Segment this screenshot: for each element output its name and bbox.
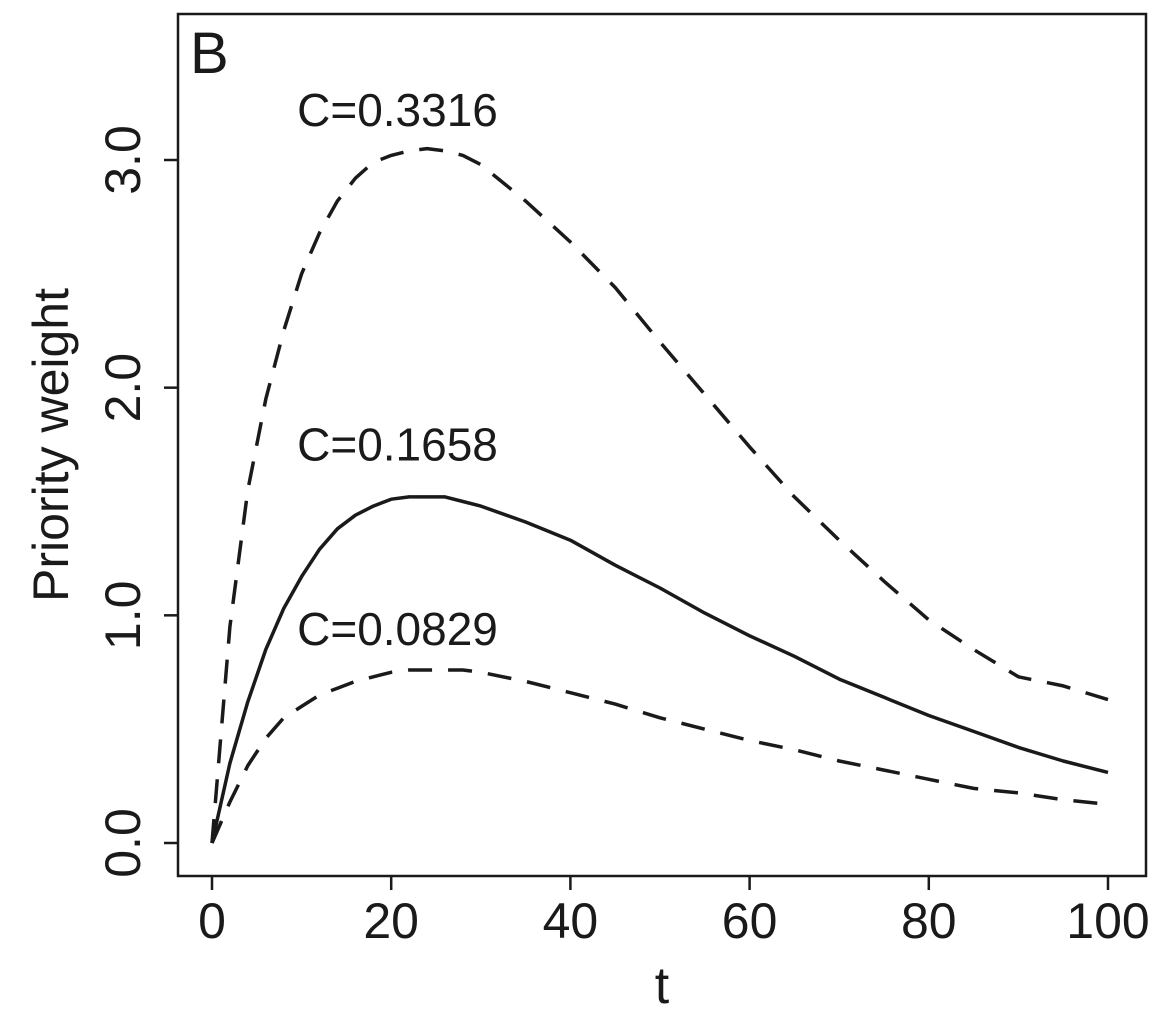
y-tick-label: 3.0 <box>95 125 151 195</box>
series-line-2 <box>210 495 1109 844</box>
plot-frame <box>176 12 1148 878</box>
panel-label: B <box>190 21 229 86</box>
series-line-3 <box>210 668 1109 844</box>
curve-annotation: C=0.3316 <box>297 84 498 136</box>
y-tick-label: 2.0 <box>95 353 151 423</box>
x-tick-label: 80 <box>901 893 957 949</box>
x-tick-label: 100 <box>1066 893 1149 949</box>
y-tick-label: 0.0 <box>95 808 151 878</box>
curve-annotation: C=0.1658 <box>297 419 498 471</box>
curve-annotation: C=0.0829 <box>297 603 498 655</box>
x-axis-title: t <box>655 957 670 1010</box>
x-tick-label: 40 <box>543 893 599 949</box>
series-layer <box>210 146 1109 844</box>
x-tick-label: 0 <box>198 893 226 949</box>
y-tick-label: 1.0 <box>95 581 151 651</box>
x-tick-label: 60 <box>722 893 778 949</box>
x-tick-label: 20 <box>363 893 419 949</box>
y-axis: 0.0 1.0 2.0 3.0 <box>95 125 178 878</box>
y-axis-title: Priority weight <box>23 288 79 602</box>
series-line-1 <box>210 146 1109 844</box>
x-axis: 0 20 40 60 80 100 <box>198 876 1150 949</box>
annotation-layer: C=0.3316 C=0.1658 C=0.0829 <box>297 84 498 655</box>
